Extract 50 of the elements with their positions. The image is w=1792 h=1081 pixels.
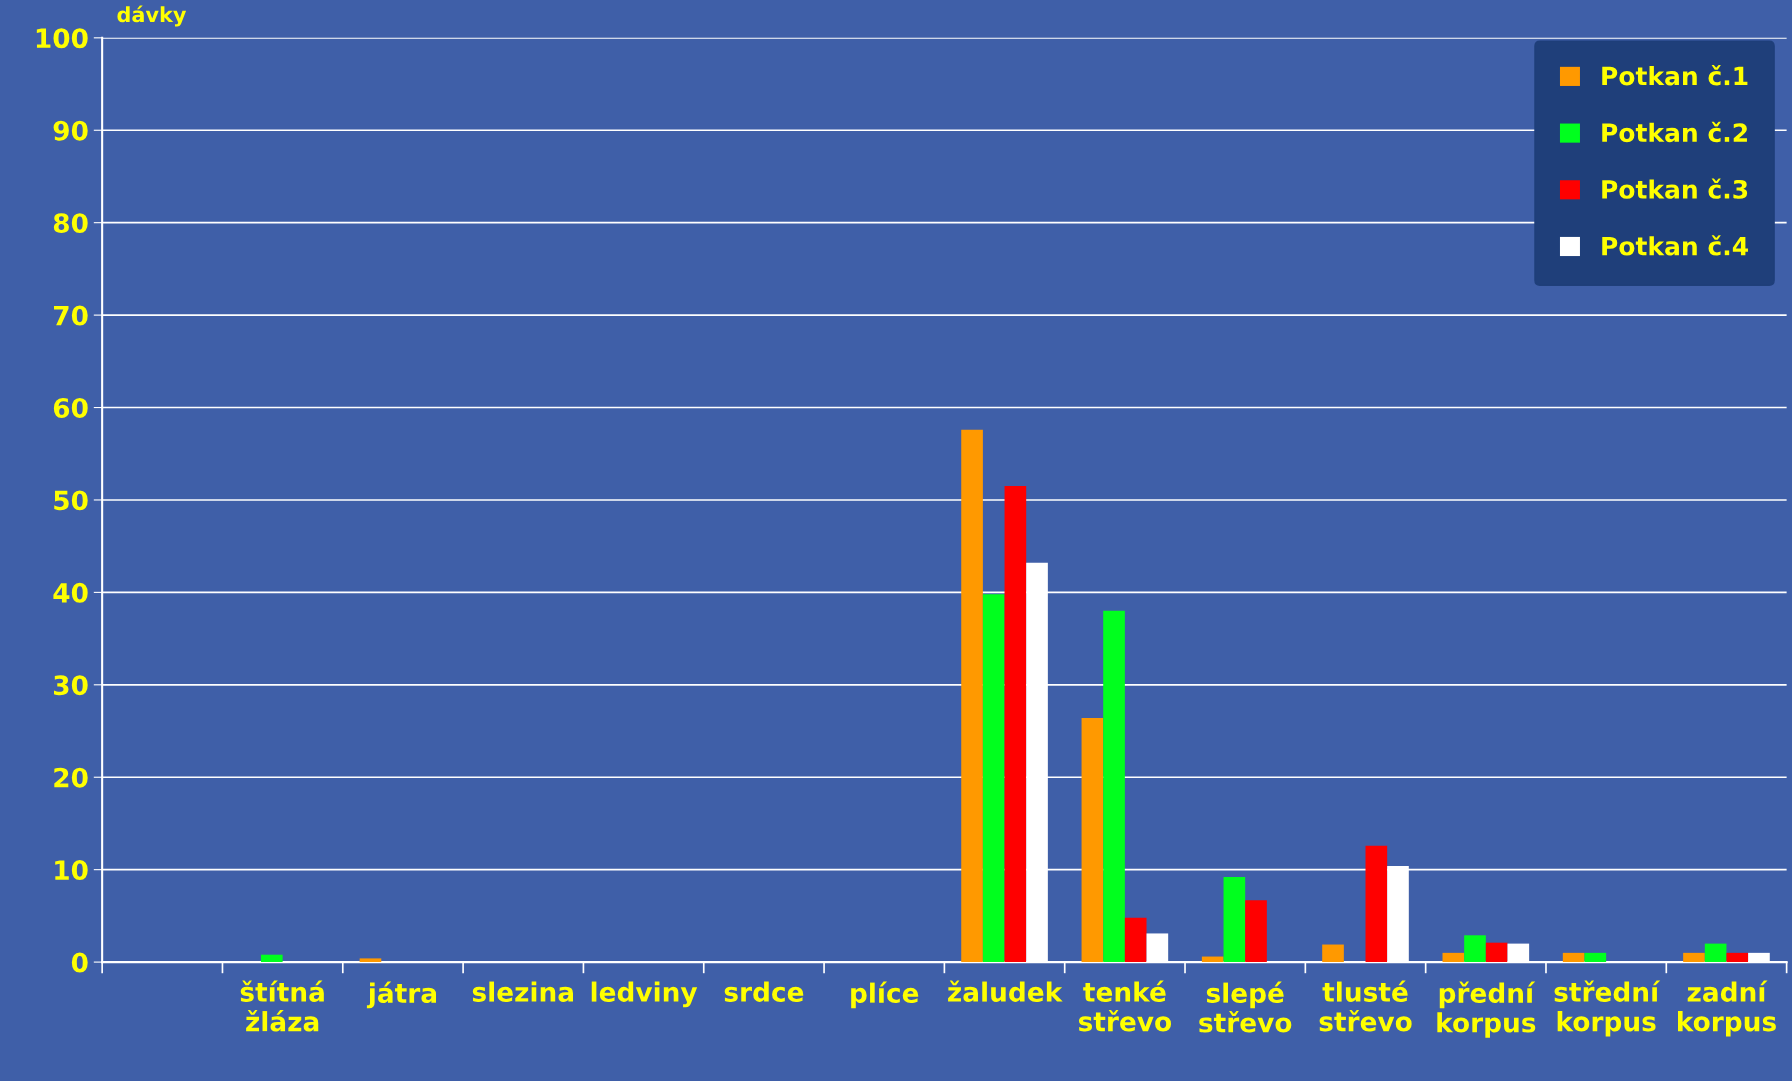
bar (1103, 610, 1125, 963)
y-tick-label: 60 (53, 397, 88, 418)
legend-label: Potkan č.4 (1602, 235, 1748, 256)
y-tick-label: 0 (71, 952, 88, 973)
y-tick-label: 100 (36, 28, 88, 49)
bar (1683, 952, 1705, 963)
y-tick-label: 70 (53, 305, 88, 326)
bar (1442, 952, 1465, 963)
y-tick-label: 90 (53, 120, 88, 141)
y-tick-label: 80 (53, 213, 88, 234)
x-tick-label: zadní korpus (1677, 980, 1776, 1037)
x-tick-label: střední korpus (1554, 980, 1661, 1037)
legend-label: Potkan č.2 (1602, 121, 1747, 143)
legend-label: Potkan č.1 (1602, 65, 1748, 86)
bar (1124, 917, 1147, 963)
x-tick-label: přední korpus (1437, 981, 1536, 1038)
y-tick-label: 50 (54, 490, 88, 511)
x-tick-label: štítná žláza (240, 980, 324, 1032)
x-tick-label: ledviny (591, 981, 698, 1008)
bar (1223, 877, 1246, 963)
x-tick-label: tenké střevo (1078, 980, 1172, 1032)
y-tick-label: 40 (53, 582, 88, 603)
bar (1365, 845, 1388, 963)
x-tick-label: slepé střevo (1199, 981, 1292, 1033)
bar (982, 594, 1005, 963)
bar (1485, 942, 1508, 963)
y-tick-label: 10 (55, 860, 88, 881)
x-tick-label: játra (366, 981, 437, 1009)
x-tick-label: srdce (724, 981, 804, 1002)
bar (359, 958, 382, 963)
y-tick-label: 20 (54, 767, 88, 788)
x-tick-label: plíce (851, 981, 919, 1009)
bar (1081, 718, 1104, 963)
y-axis-title: dávky (117, 5, 187, 27)
bar (1464, 935, 1486, 963)
bar (1245, 900, 1267, 963)
bar (1201, 956, 1224, 963)
bar (1004, 486, 1027, 963)
x-tick-label: tlusté střevo (1319, 980, 1412, 1032)
y-tick-label: 30 (53, 675, 88, 696)
x-tick-label: slezina (472, 981, 574, 1002)
legend-label: Potkan č.3 (1602, 178, 1748, 199)
x-tick-label: žaludek (948, 980, 1063, 1002)
bar (1584, 952, 1607, 963)
bar (1704, 943, 1727, 963)
bar (1726, 952, 1749, 963)
bar (260, 954, 283, 963)
bar (1562, 952, 1585, 963)
bar (1322, 944, 1344, 963)
bar (961, 429, 983, 963)
